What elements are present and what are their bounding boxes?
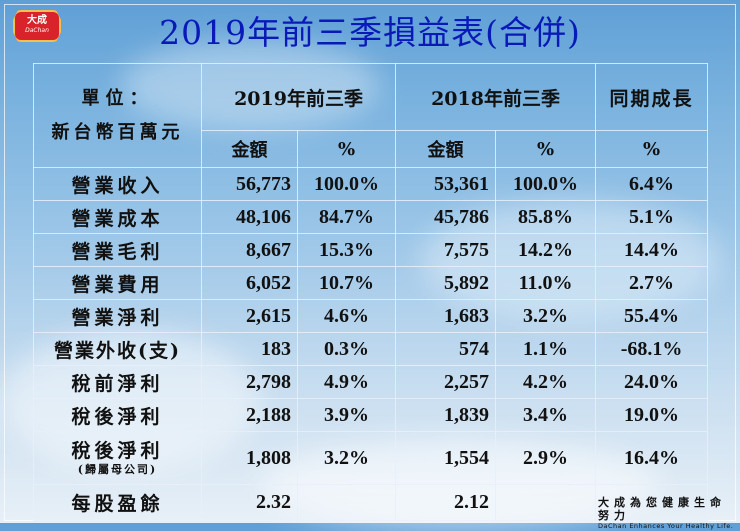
amount-2019: 2,188 bbox=[201, 398, 298, 432]
row-label: 營業毛利 bbox=[33, 233, 202, 267]
growth-pct: 6.4% bbox=[595, 167, 709, 201]
growth-pct: 19.0% bbox=[595, 398, 709, 432]
row-label: 營業成本 bbox=[33, 200, 202, 234]
table-row: 稅前淨利 2,798 4.9% 2,257 4.2% 24.0% bbox=[33, 365, 709, 399]
amount-2019: 2.32 bbox=[201, 484, 298, 521]
row-label: 稅前淨利 bbox=[33, 365, 202, 399]
header-row-periods: 單位： 新台幣百萬元 2019年前三季 2018年前三季 同期成長 bbox=[33, 63, 709, 168]
table-row: 營業毛利 8,667 15.3% 7,575 14.2% 14.4% bbox=[33, 233, 709, 267]
growth-pct: -68.1% bbox=[595, 332, 709, 366]
pct-2018: 14.2% bbox=[495, 233, 597, 267]
pct-2019: 3.2% bbox=[296, 431, 397, 485]
subheader-amount-2019: 金額 bbox=[201, 130, 298, 168]
pct-2019: 4.6% bbox=[296, 299, 397, 333]
pct-2019: 100.0% bbox=[296, 167, 397, 201]
logo-text-en: DaChan bbox=[25, 27, 49, 34]
row-label-cell: 稅後淨利 (歸屬母公司) bbox=[33, 431, 202, 485]
amount-2018: 1,554 bbox=[395, 431, 497, 485]
amount-2018: 2.12 bbox=[395, 484, 497, 521]
table-row: 營業淨利 2,615 4.6% 1,683 3.2% 55.4% bbox=[33, 299, 709, 333]
pct-2018: 100.0% bbox=[495, 167, 597, 201]
slide-frame bbox=[4, 4, 736, 521]
amount-2018: 574 bbox=[395, 332, 497, 366]
row-label: 營業外收(支) bbox=[33, 332, 202, 366]
row-label: 稅後淨利 bbox=[71, 440, 164, 462]
unit-label-line2: 新台幣百萬元 bbox=[51, 121, 184, 143]
growth-pct bbox=[595, 484, 709, 521]
pct-2018: 85.8% bbox=[495, 200, 597, 234]
row-sublabel: (歸屬母公司) bbox=[77, 463, 158, 476]
pct-2019: 3.9% bbox=[296, 398, 397, 432]
amount-2018: 53,361 bbox=[395, 167, 497, 201]
table-row: 營業費用 6,052 10.7% 5,892 11.0% 2.7% bbox=[33, 266, 709, 300]
table-row: 稅後淨利 2,188 3.9% 1,839 3.4% 19.0% bbox=[33, 398, 709, 432]
row-label: 營業收入 bbox=[33, 167, 202, 201]
pct-2019 bbox=[296, 484, 397, 521]
pct-2018: 4.2% bbox=[495, 365, 597, 399]
amount-2019: 2,798 bbox=[201, 365, 298, 399]
growth-pct: 16.4% bbox=[595, 431, 709, 485]
subheader-pct-growth: % bbox=[595, 130, 709, 168]
pct-2018: 11.0% bbox=[495, 266, 597, 300]
amount-2019: 56,773 bbox=[201, 167, 298, 201]
pct-2019: 84.7% bbox=[296, 200, 397, 234]
subheader-amount-2018: 金額 bbox=[395, 130, 497, 168]
table-row: 每股盈餘 2.32 2.12 bbox=[33, 484, 709, 521]
table-row: 稅後淨利 (歸屬母公司) 1,808 3.2% 1,554 2.9% 16.4% bbox=[33, 431, 709, 485]
pct-2018: 3.2% bbox=[495, 299, 597, 333]
amount-2019: 8,667 bbox=[201, 233, 298, 267]
pct-2018 bbox=[495, 484, 597, 521]
growth-pct: 2.7% bbox=[595, 266, 709, 300]
pct-2018: 3.4% bbox=[495, 398, 597, 432]
amount-2018: 45,786 bbox=[395, 200, 497, 234]
table-row: 營業收入 56,773 100.0% 53,361 100.0% 6.4% bbox=[33, 167, 709, 201]
page-title: 2019年前三季損益表(合併) bbox=[159, 13, 581, 52]
table-row: 營業成本 48,106 84.7% 45,786 85.8% 5.1% bbox=[33, 200, 709, 234]
growth-pct: 55.4% bbox=[595, 299, 709, 333]
header-row-sub: 金額 % 金額 % % bbox=[34, 130, 709, 168]
subheader-pct-2018: % bbox=[495, 130, 597, 168]
growth-pct: 5.1% bbox=[595, 200, 709, 234]
footer-slogan: 大成為您健康生命努力 DaChan Enhances Your Healthy … bbox=[598, 496, 740, 531]
pct-2019: 15.3% bbox=[296, 233, 397, 267]
amount-2019: 183 bbox=[201, 332, 298, 366]
header-2018: 2018年前三季 bbox=[395, 63, 597, 131]
row-label: 營業費用 bbox=[33, 266, 202, 300]
header-2019: 2019年前三季 bbox=[200, 63, 397, 131]
slogan-zh: 大成為您健康生命努力 bbox=[598, 496, 726, 522]
row-label: 每股盈餘 bbox=[33, 484, 202, 521]
subheader-pct-2019: % bbox=[296, 130, 397, 168]
row-label: 稅後淨利 bbox=[33, 398, 202, 432]
income-statement-table: 單位： 新台幣百萬元 2019年前三季 2018年前三季 同期成長 金額 % 金… bbox=[33, 63, 709, 521]
growth-pct: 24.0% bbox=[595, 365, 709, 399]
amount-2018: 1,839 bbox=[395, 398, 497, 432]
amount-2018: 1,683 bbox=[395, 299, 497, 333]
header-growth: 同期成長 bbox=[595, 63, 709, 131]
amount-2018: 2,257 bbox=[395, 365, 497, 399]
pct-2018: 2.9% bbox=[495, 431, 597, 485]
pct-2018: 1.1% bbox=[495, 332, 597, 366]
logo-text-zh: 大成 bbox=[27, 15, 47, 26]
row-label: 營業淨利 bbox=[33, 299, 202, 333]
amount-2019: 2,615 bbox=[201, 299, 298, 333]
amount-2019: 1,808 bbox=[201, 431, 298, 485]
unit-header: 單位： 新台幣百萬元 bbox=[33, 63, 202, 168]
pct-2019: 4.9% bbox=[296, 365, 397, 399]
amount-2019: 6,052 bbox=[201, 266, 298, 300]
dachan-logo-icon: 大成 DaChan bbox=[13, 10, 61, 42]
growth-pct: 14.4% bbox=[595, 233, 709, 267]
amount-2018: 5,892 bbox=[395, 266, 497, 300]
slogan-en: DaChan Enhances Your Healthy Life. bbox=[598, 522, 734, 530]
amount-2018: 7,575 bbox=[395, 233, 497, 267]
unit-label-line1: 單位： bbox=[81, 87, 154, 109]
amount-2019: 48,106 bbox=[201, 200, 298, 234]
pct-2019: 10.7% bbox=[296, 266, 397, 300]
table-row: 營業外收(支) 183 0.3% 574 1.1% -68.1% bbox=[33, 332, 709, 366]
pct-2019: 0.3% bbox=[296, 332, 397, 366]
